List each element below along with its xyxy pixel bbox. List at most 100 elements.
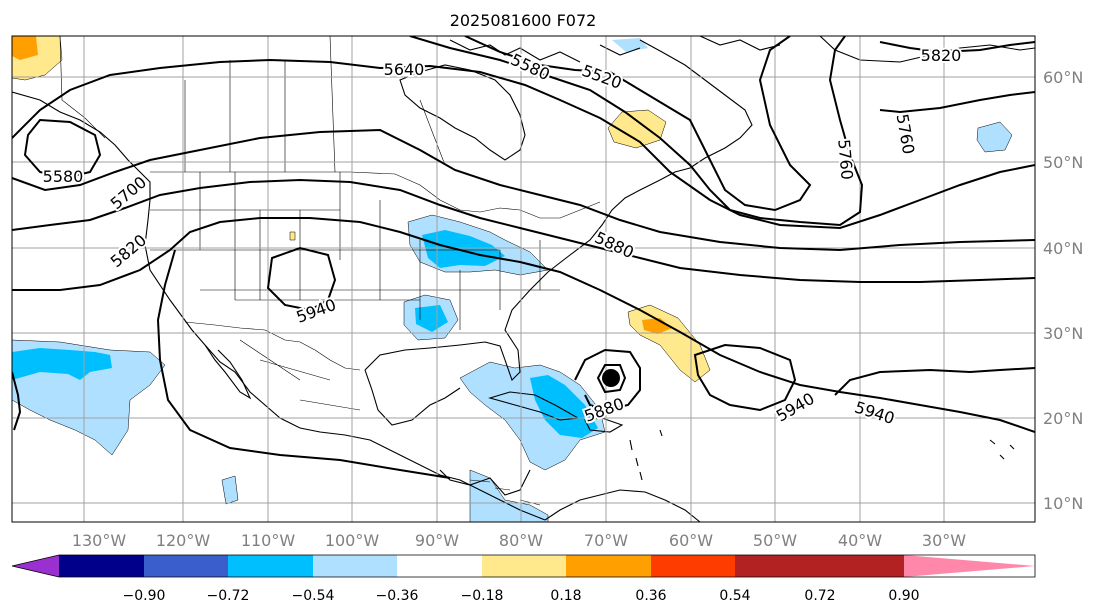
colorbar-tick: −0.36 (376, 588, 419, 604)
hudson-bay (399, 64, 526, 161)
arctic-islands (449, 36, 781, 63)
colorbar-segment (566, 555, 651, 577)
lon-label: 70°W (584, 531, 628, 550)
greenland-tip (819, 36, 1035, 63)
cyan-anomaly-greatlakes (422, 230, 505, 268)
cape-verde (989, 439, 1015, 460)
contour-hurricane-inner (596, 364, 627, 394)
colorbar-segment (820, 555, 904, 577)
contour-5940-central (156, 249, 451, 479)
colorbar-segment (144, 555, 228, 577)
blue-anomaly-atlantic-ne (976, 121, 1013, 153)
colorbar-upper-extension (904, 555, 1035, 577)
contour-label: 5580 (43, 167, 84, 186)
contour-5580-north (409, 36, 864, 227)
colorbar-segment (482, 555, 566, 577)
lat-label: 20°N (1043, 409, 1083, 428)
contour-5940-west (12, 371, 22, 431)
contour-5940-rockies (266, 246, 337, 312)
coastlines (12, 36, 1035, 522)
lat-label: 60°N (1043, 68, 1083, 87)
colorbar-segment (313, 555, 397, 577)
lesser-antilles (629, 429, 663, 481)
contour-label: 5820 (921, 46, 962, 65)
contour-5880 (12, 217, 1035, 433)
south-america-north (544, 489, 701, 522)
colorbar-tick: 0.90 (888, 588, 919, 604)
colorbar-outline (11, 554, 1036, 578)
lon-label: 50°W (753, 531, 797, 550)
orange-anomaly-alaska (12, 36, 38, 60)
lat-label: 40°N (1043, 239, 1083, 258)
colorbar-tick: 0.18 (550, 588, 581, 604)
map-frame (11, 35, 1036, 523)
anomaly-shading (12, 36, 1013, 522)
lon-label: 30°W (922, 531, 966, 550)
lon-label: 100°W (325, 531, 380, 550)
lon-label: 110°W (241, 531, 296, 550)
colorbar-tick: −0.72 (207, 588, 250, 604)
lon-label: 80°W (499, 531, 543, 550)
yellow-anomaly-labrador (607, 109, 667, 149)
colorbar-tick: −0.54 (292, 588, 335, 604)
us-mexico-border (184, 321, 361, 371)
north-america-west-coast (12, 91, 546, 521)
colorbar-tick: −0.18 (461, 588, 504, 604)
lat-label: 30°N (1043, 324, 1083, 343)
canada-province-lines (184, 36, 446, 173)
colorbar: −0.90 −0.72 −0.54 −0.36 −0.18 0.18 0.36 … (11, 554, 1036, 604)
contour-label: 5760 (834, 138, 856, 180)
hurricane-center-marker (602, 369, 620, 387)
contour-5820-north (879, 41, 1035, 54)
blue-anomaly-central-america (469, 469, 549, 522)
colorbar-segment (397, 555, 482, 577)
us-state-lines (150, 172, 560, 330)
lon-label: 40°W (838, 531, 882, 550)
gridlines (12, 36, 1035, 522)
mexico-gulf-coast (364, 369, 461, 426)
map-title: 2025081600 F072 (450, 11, 597, 30)
colorbar-tick: 0.54 (719, 588, 750, 604)
contour-5940-east (834, 367, 1035, 396)
contour-5940-atlantic (693, 343, 797, 412)
cyan-anomaly-caribbean (530, 375, 598, 438)
contour-5820 (12, 178, 1035, 283)
blue-anomaly-pacific-south (221, 475, 239, 505)
contour-5640 (12, 58, 1035, 230)
map-area: 5640 5580 5520 5820 5580 5700 5820 5880 … (12, 36, 1035, 522)
cyan-anomaly-gulf (415, 305, 448, 332)
mexico-state-lines (239, 339, 361, 411)
lon-label: 90°W (415, 531, 459, 550)
longitude-labels: 130°W 120°W 110°W 100°W 90°W 80°W 70°W 6… (72, 531, 966, 550)
colorbar-tick: 0.72 (804, 588, 835, 604)
latitude-labels: 60°N 50°N 40°N 30°N 20°N 10°N (1043, 68, 1083, 513)
orange-anomaly-atlantic (642, 318, 672, 334)
colorbar-tick: −0.90 (123, 588, 166, 604)
contour-label: 5640 (384, 60, 425, 79)
colorbar-segment (228, 555, 313, 577)
colorbar-lower-extension (12, 555, 59, 577)
colorbar-segment (651, 555, 735, 577)
gulf-coast (364, 39, 753, 382)
colorbar-segment (59, 555, 144, 577)
contour-5700 (12, 128, 1035, 252)
contour-5520 (464, 36, 812, 212)
yucatan (439, 469, 531, 496)
yellow-anomaly-colorado (289, 231, 296, 241)
contour-5580-low (23, 118, 102, 180)
colorbar-tick: 0.36 (635, 588, 666, 604)
canada-us-border (150, 171, 601, 219)
contour-5880-hurricane (574, 348, 641, 412)
alaska-canada-border (59, 36, 106, 139)
colorbar-segment (735, 555, 820, 577)
political-borders (59, 36, 601, 506)
height-contours (12, 36, 1035, 479)
lon-label: 130°W (72, 531, 127, 550)
baja-california (204, 344, 252, 400)
lon-label: 60°W (669, 531, 713, 550)
cyan-anomaly-pacific (12, 348, 112, 380)
lon-label: 120°W (156, 531, 211, 550)
lat-label: 10°N (1043, 494, 1083, 513)
lat-label: 50°N (1043, 153, 1083, 172)
